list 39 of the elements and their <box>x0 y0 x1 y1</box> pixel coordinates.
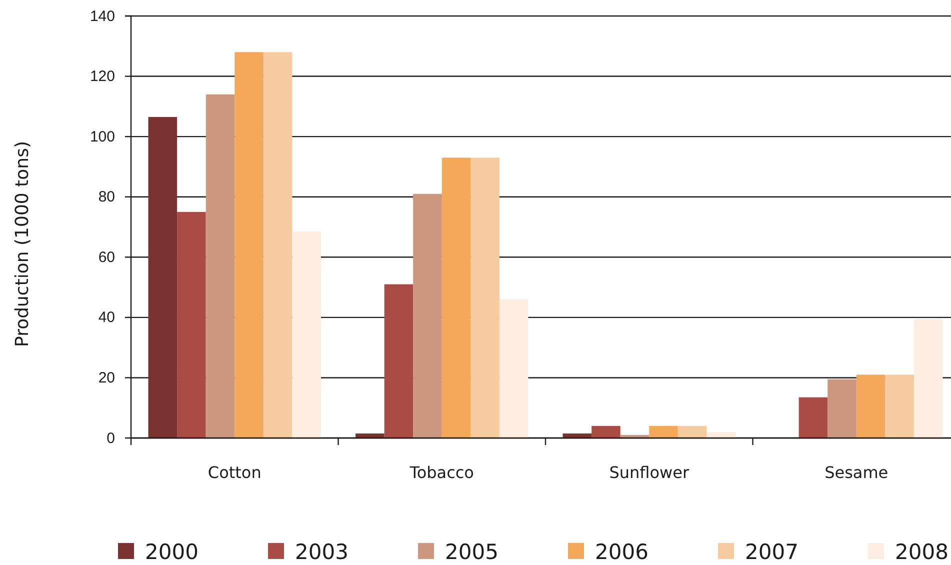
x-tick-label: Sesame <box>824 463 888 482</box>
bar <box>592 426 620 438</box>
bar <box>206 94 235 438</box>
y-tick-label: 100 <box>90 128 115 146</box>
bar <box>828 379 856 438</box>
bar <box>649 426 678 438</box>
y-tick-label: 40 <box>98 309 115 326</box>
bar <box>914 318 943 438</box>
legend-label: 2007 <box>745 540 798 564</box>
legend-label: 2005 <box>445 540 498 564</box>
y-tick-label: 60 <box>98 248 115 266</box>
x-tick-label: Tobacco <box>408 463 474 482</box>
y-tick-label: 80 <box>98 188 115 206</box>
x-tick-label: Cotton <box>208 463 262 482</box>
bar <box>234 52 264 438</box>
bar <box>706 432 736 438</box>
legend-label: 2000 <box>145 540 198 564</box>
bar <box>263 52 292 438</box>
bar <box>499 299 528 438</box>
bar <box>678 426 707 438</box>
bar <box>885 374 914 438</box>
bar <box>442 158 471 438</box>
bar <box>470 158 500 438</box>
y-axis-title: Production (1000 tons) <box>12 141 33 347</box>
y-tick-label: 140 <box>90 8 115 25</box>
bar <box>177 212 206 438</box>
legend-label: 2006 <box>595 540 648 564</box>
y-tick-label: 120 <box>90 68 115 86</box>
legend-label: 2003 <box>295 540 348 564</box>
x-tick-label: Sunflower <box>609 463 690 482</box>
bar <box>798 397 828 438</box>
bar <box>148 116 178 438</box>
legend-label: 2008 <box>895 540 948 564</box>
bar <box>413 194 442 438</box>
y-tick-label: 0 <box>106 430 115 447</box>
bar <box>292 232 321 438</box>
y-tick-label: 20 <box>98 370 115 387</box>
bar <box>856 374 886 438</box>
bar <box>384 284 414 438</box>
